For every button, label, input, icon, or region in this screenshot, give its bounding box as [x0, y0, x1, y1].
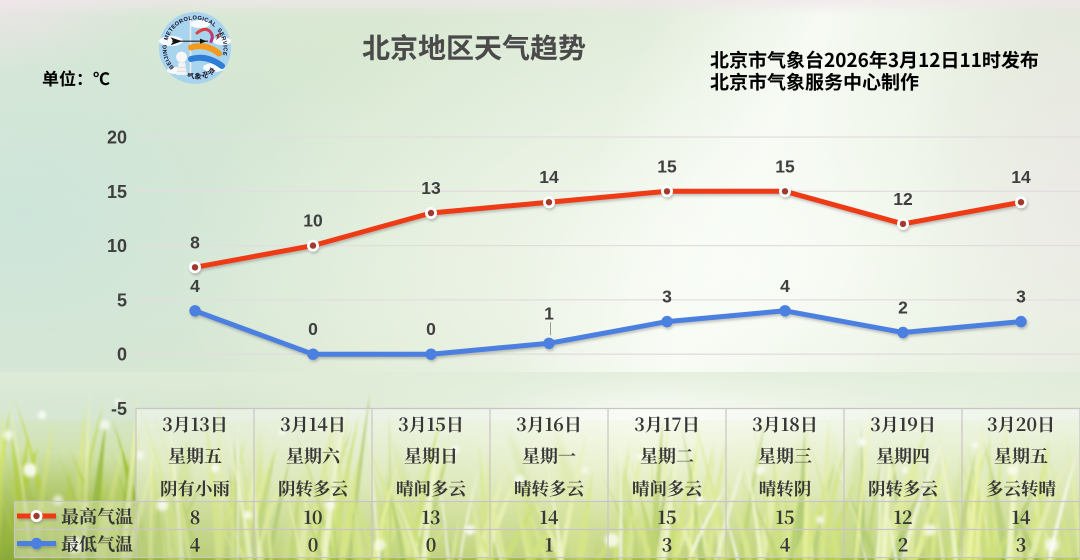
svg-text:4: 4 — [780, 276, 790, 296]
svg-text:0: 0 — [426, 319, 436, 339]
svg-text:0: 0 — [117, 345, 127, 365]
svg-text:8: 8 — [190, 232, 200, 252]
svg-text:12: 12 — [893, 189, 913, 209]
svg-text:20: 20 — [107, 128, 127, 148]
svg-text:14: 14 — [1011, 167, 1031, 187]
svg-text:3: 3 — [662, 287, 672, 307]
svg-text:10: 10 — [303, 211, 323, 231]
svg-text:15: 15 — [107, 182, 127, 202]
svg-text:1: 1 — [544, 303, 554, 323]
svg-text:15: 15 — [657, 156, 677, 176]
svg-text:10: 10 — [107, 236, 127, 256]
svg-text:5: 5 — [117, 290, 127, 310]
svg-text:14: 14 — [539, 167, 559, 187]
svg-text:4: 4 — [190, 276, 200, 296]
svg-text:13: 13 — [421, 178, 441, 198]
svg-text:0: 0 — [308, 319, 318, 339]
svg-text:2: 2 — [898, 298, 908, 318]
svg-text:15: 15 — [775, 156, 795, 176]
svg-text:-5: -5 — [111, 399, 127, 419]
svg-text:3: 3 — [1016, 287, 1026, 307]
